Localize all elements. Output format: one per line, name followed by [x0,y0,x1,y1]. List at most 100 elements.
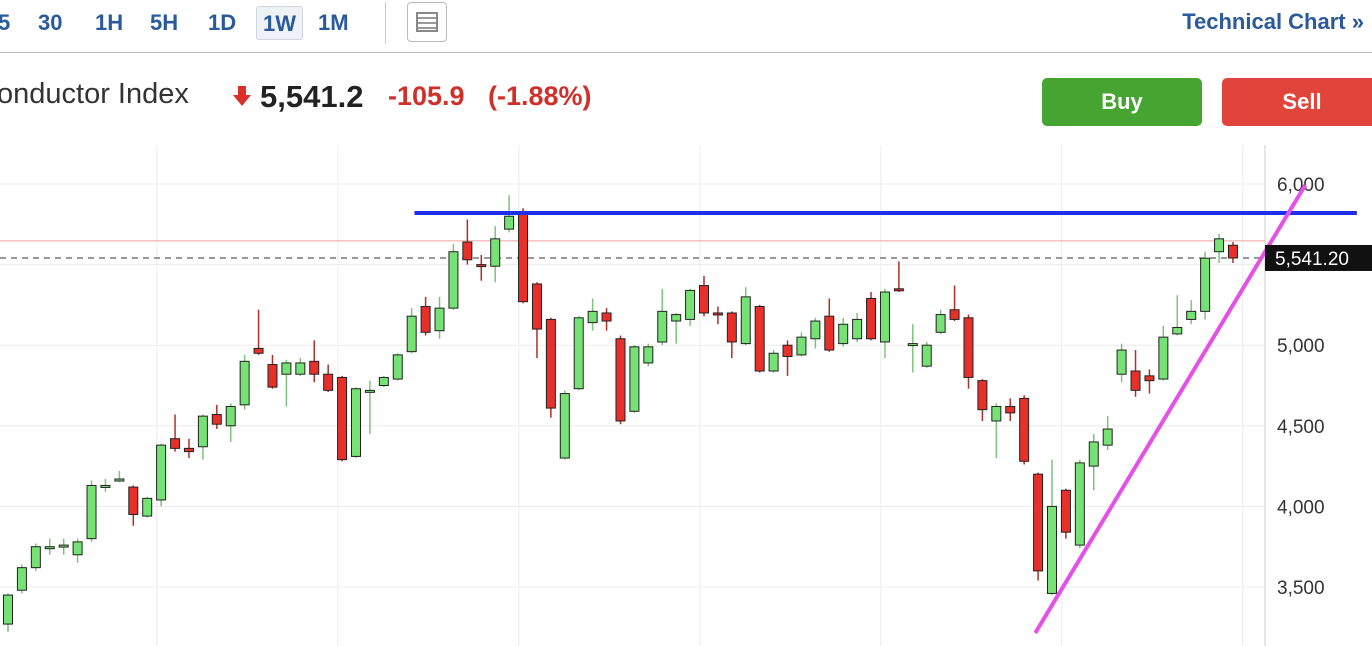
candle-body [3,594,13,625]
last-price-box [1265,244,1372,271]
candle-body [44,546,55,550]
y-tick-label: 5,000 [1277,336,1325,357]
candle-body [309,360,320,375]
candle-body [726,312,737,343]
candle-body [782,344,793,357]
candle-body [559,393,570,459]
candle-body [615,338,626,422]
candle-body [211,414,222,425]
last-price-label: 5,541.20 [1275,249,1349,270]
candle-body [629,346,640,412]
candle-body [977,380,988,411]
candle-body [72,541,83,556]
candle-body [281,362,292,375]
layout-icon[interactable] [407,2,447,42]
candle-body [796,336,807,356]
candle-body [893,288,904,292]
candle-body [740,296,751,345]
candle-body [183,447,194,453]
candle-body [879,291,890,343]
candle-body [267,364,278,388]
candle-body [16,567,27,591]
candle-body [531,283,542,330]
change-pct: (-1.88%) [488,81,592,111]
candle-body [699,285,709,314]
candle-body [587,310,598,324]
candle-body [323,373,334,391]
index-name: onductor Index [0,78,189,110]
chart: 3,500 4,000 4,500 5,000 6,000 5,541.20 [0,145,1372,646]
interval-button[interactable]: 1D [208,10,237,35]
candle-body [1033,473,1044,572]
candle-body [1005,405,1016,414]
candle-body [1074,462,1085,546]
candle-body [643,346,654,364]
link-text: Technical Chart [1182,9,1346,34]
candle-body [490,238,501,267]
candle-body [1144,375,1155,382]
link-icon: » [1351,9,1364,34]
candle-body [671,314,682,322]
candle-body [949,309,960,320]
interval-button[interactable]: 5 [0,10,11,35]
candle-body [100,484,111,488]
candle-body [852,318,863,340]
interval-button[interactable]: 1H [95,10,124,35]
candle-body [295,362,306,375]
interval-button[interactable]: 5H [150,10,179,35]
candle-body [197,415,208,448]
candle-body [935,314,946,333]
candle-body [378,376,389,387]
y-tick-label: 4,000 [1277,497,1325,518]
candle-body [406,315,417,353]
candle-body [545,318,556,409]
candle-body [712,312,723,316]
candle-body [128,486,139,515]
candle-body [573,317,584,390]
candle-body [657,310,668,343]
candle-body [1227,244,1238,259]
candle-body [504,215,515,230]
separator [385,2,386,44]
candle-body [30,546,41,569]
candle-body [337,376,348,461]
y-tick-label: 6,000 [1277,175,1325,196]
candle-body [58,544,69,548]
change: -105.9 [388,81,465,111]
candle-body [114,478,125,482]
candle-body [963,317,974,378]
candle-body [838,323,849,345]
trend-line [1033,183,1308,634]
divider [0,52,1372,53]
candle-body [921,344,932,367]
candle-body [1019,397,1030,462]
candle-body [1047,505,1057,594]
candle-body [392,354,403,380]
candle-body [1088,441,1099,467]
candle-body [253,347,264,354]
candle-body [1200,257,1211,312]
candle-body [1186,310,1197,320]
candle-body [142,497,153,517]
interval-button[interactable]: 1W [256,6,303,40]
sell-button[interactable]: Sell [1222,78,1372,126]
candle-body [1172,326,1183,335]
y-tick-label: 3,500 [1277,578,1325,599]
candle-body [601,312,612,322]
candle-body [824,315,835,351]
interval-button[interactable]: 30 [38,10,63,35]
candle-body [86,484,97,540]
technical-chart-link[interactable]: Technical Chart » [1182,9,1364,35]
candle-body [351,388,361,457]
candle-body [476,264,487,268]
candle-body [1116,349,1127,375]
candle-body [434,307,445,332]
candle-body [768,352,779,372]
candle-body [518,210,529,303]
candle-body [685,289,696,320]
buy-button[interactable]: Buy [1042,78,1202,126]
candle-body [810,320,821,340]
candle-body [170,438,181,449]
candle-body [866,297,877,340]
interval-button[interactable]: 1M [318,10,349,35]
